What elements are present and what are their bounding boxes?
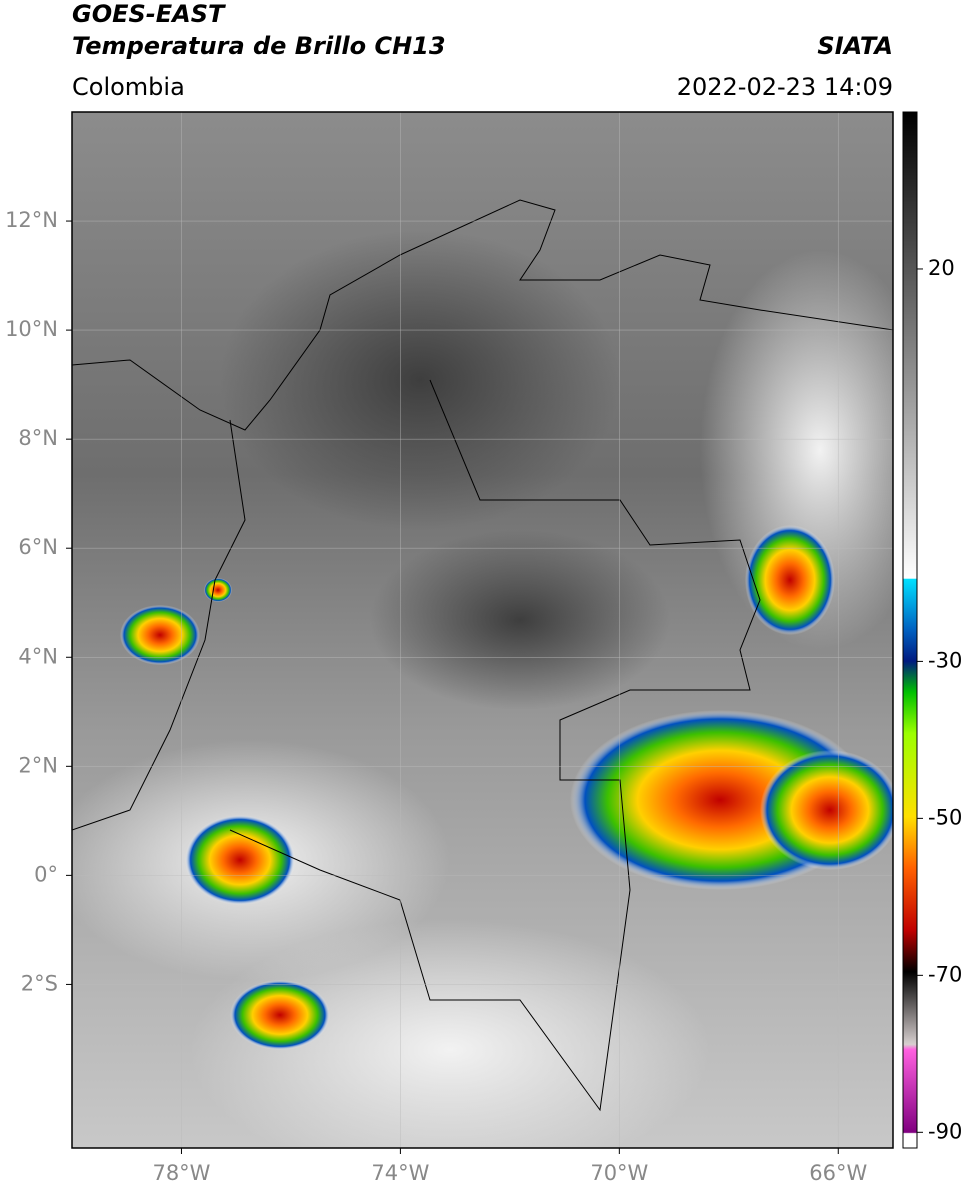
satellite-image	[72, 112, 893, 1148]
colorbar-tick-label: -70	[928, 962, 962, 986]
x-tick-label: 66°W	[809, 1161, 867, 1185]
dark-region	[370, 530, 670, 710]
storm	[760, 750, 893, 870]
map-frame	[71, 111, 894, 1149]
dark-region	[220, 230, 620, 530]
y-tick-label: 6°N	[18, 535, 58, 559]
storm	[120, 605, 200, 665]
y-tick-label: 10°N	[5, 317, 58, 341]
colorbar-tick-label: -50	[928, 805, 962, 829]
x-tick-label: 70°W	[590, 1161, 648, 1185]
y-tick-label: 2°S	[21, 971, 58, 995]
graticule	[72, 112, 893, 1148]
storm	[185, 815, 295, 905]
y-tick-label: 12°N	[5, 208, 58, 232]
agency: SIATA	[817, 32, 893, 60]
source-title: GOES-EAST	[72, 0, 226, 28]
storm	[230, 980, 330, 1050]
colorbar-tick-label: -30	[928, 648, 962, 672]
cloud-region	[700, 250, 893, 650]
colorbar-tick-label: -90	[928, 1119, 962, 1143]
colorbar	[902, 111, 918, 1149]
region: Colombia	[72, 73, 185, 101]
y-tick-label: 2°N	[18, 753, 58, 777]
coastline	[72, 419, 246, 831]
colorbar-tick-label: 20	[928, 256, 955, 280]
product-title: Temperatura de Brillo CH13	[72, 32, 446, 60]
x-tick-label: 78°W	[152, 1161, 210, 1185]
storm	[745, 525, 835, 635]
x-tick-label: 74°W	[371, 1161, 429, 1185]
y-tick-label: 0°	[34, 862, 58, 886]
coastline	[72, 199, 893, 431]
border	[229, 379, 761, 1112]
cloud-region	[190, 920, 710, 1148]
y-tick-label: 8°N	[18, 426, 58, 450]
y-tick-label: 4°N	[18, 644, 58, 668]
storm	[204, 578, 232, 602]
datetime: 2022-02-23 14:09	[677, 73, 893, 101]
